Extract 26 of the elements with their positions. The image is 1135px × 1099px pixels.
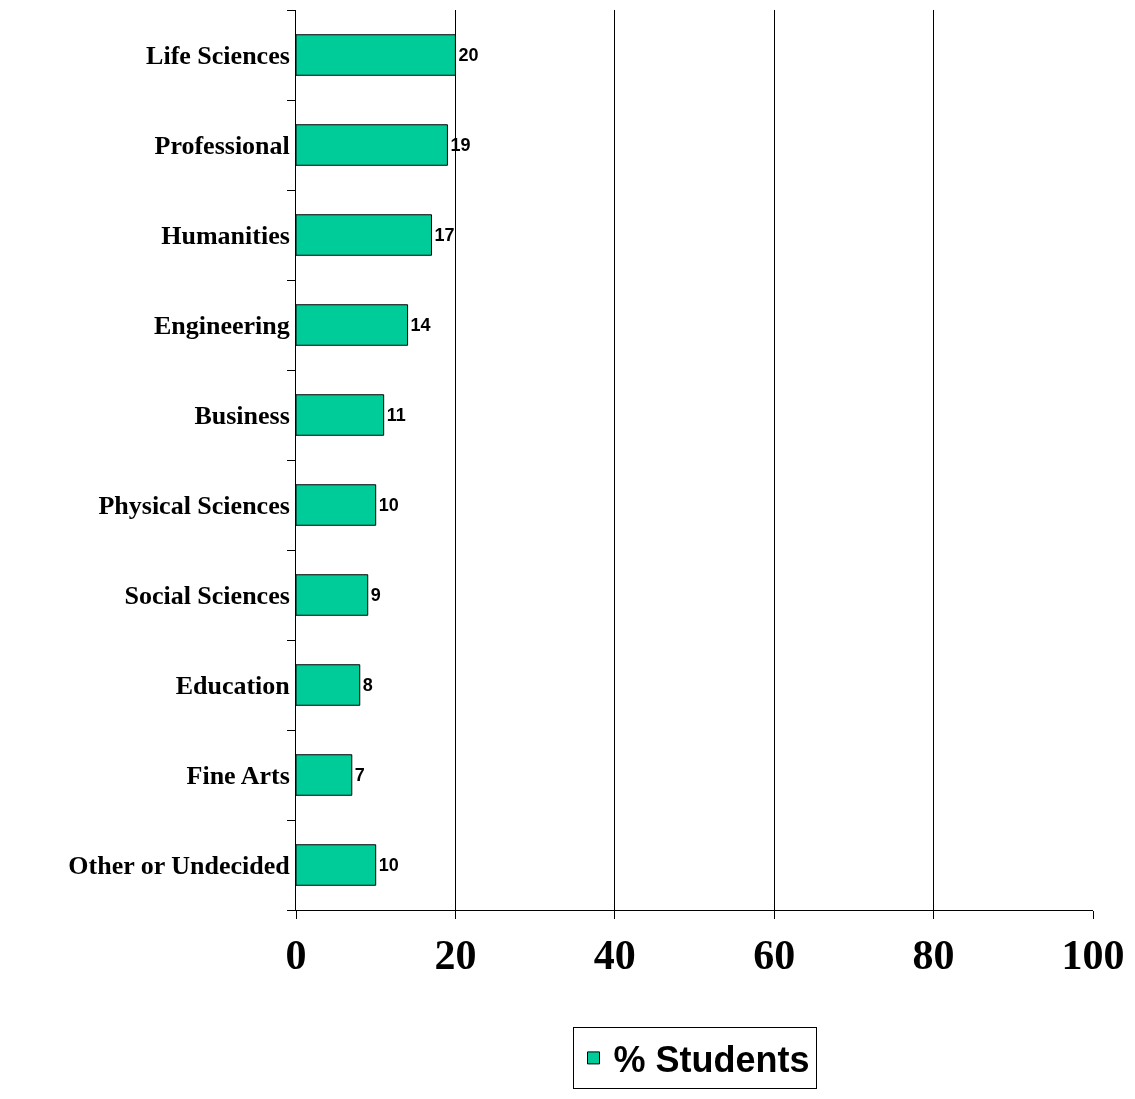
- y-tick-label: Professional: [154, 131, 290, 161]
- legend-label: % Students: [613, 1038, 810, 1080]
- data-label: 20: [458, 45, 479, 65]
- data-label: 14: [410, 315, 431, 335]
- y-tick-label: Life Sciences: [146, 41, 290, 71]
- data-label: 7: [354, 765, 365, 785]
- y-tick-label: Engineering: [154, 311, 290, 341]
- data-label: 10: [378, 495, 399, 515]
- data-label: 9: [370, 585, 381, 605]
- y-tick-label: Other or Undecided: [68, 851, 291, 881]
- data-label: 8: [362, 675, 373, 695]
- x-tick-label: 20: [434, 932, 477, 979]
- data-label: 11: [386, 405, 406, 425]
- y-tick-label: Humanities: [161, 221, 290, 251]
- x-tick-label: 100: [1061, 932, 1125, 979]
- x-tick-label: 80: [912, 932, 955, 979]
- y-tick-label: Business: [194, 401, 290, 431]
- x-tick-label: 40: [593, 932, 636, 979]
- y-tick-label: Social Sciences: [124, 581, 290, 611]
- y-tick-label: Education: [175, 671, 291, 701]
- y-tick-label: Physical Sciences: [98, 491, 290, 521]
- x-tick-label: 0: [285, 932, 307, 979]
- x-tick-label: 60: [753, 932, 796, 979]
- y-tick-label: Fine Arts: [186, 761, 290, 791]
- data-label: 10: [378, 855, 399, 875]
- data-label: 17: [434, 225, 455, 245]
